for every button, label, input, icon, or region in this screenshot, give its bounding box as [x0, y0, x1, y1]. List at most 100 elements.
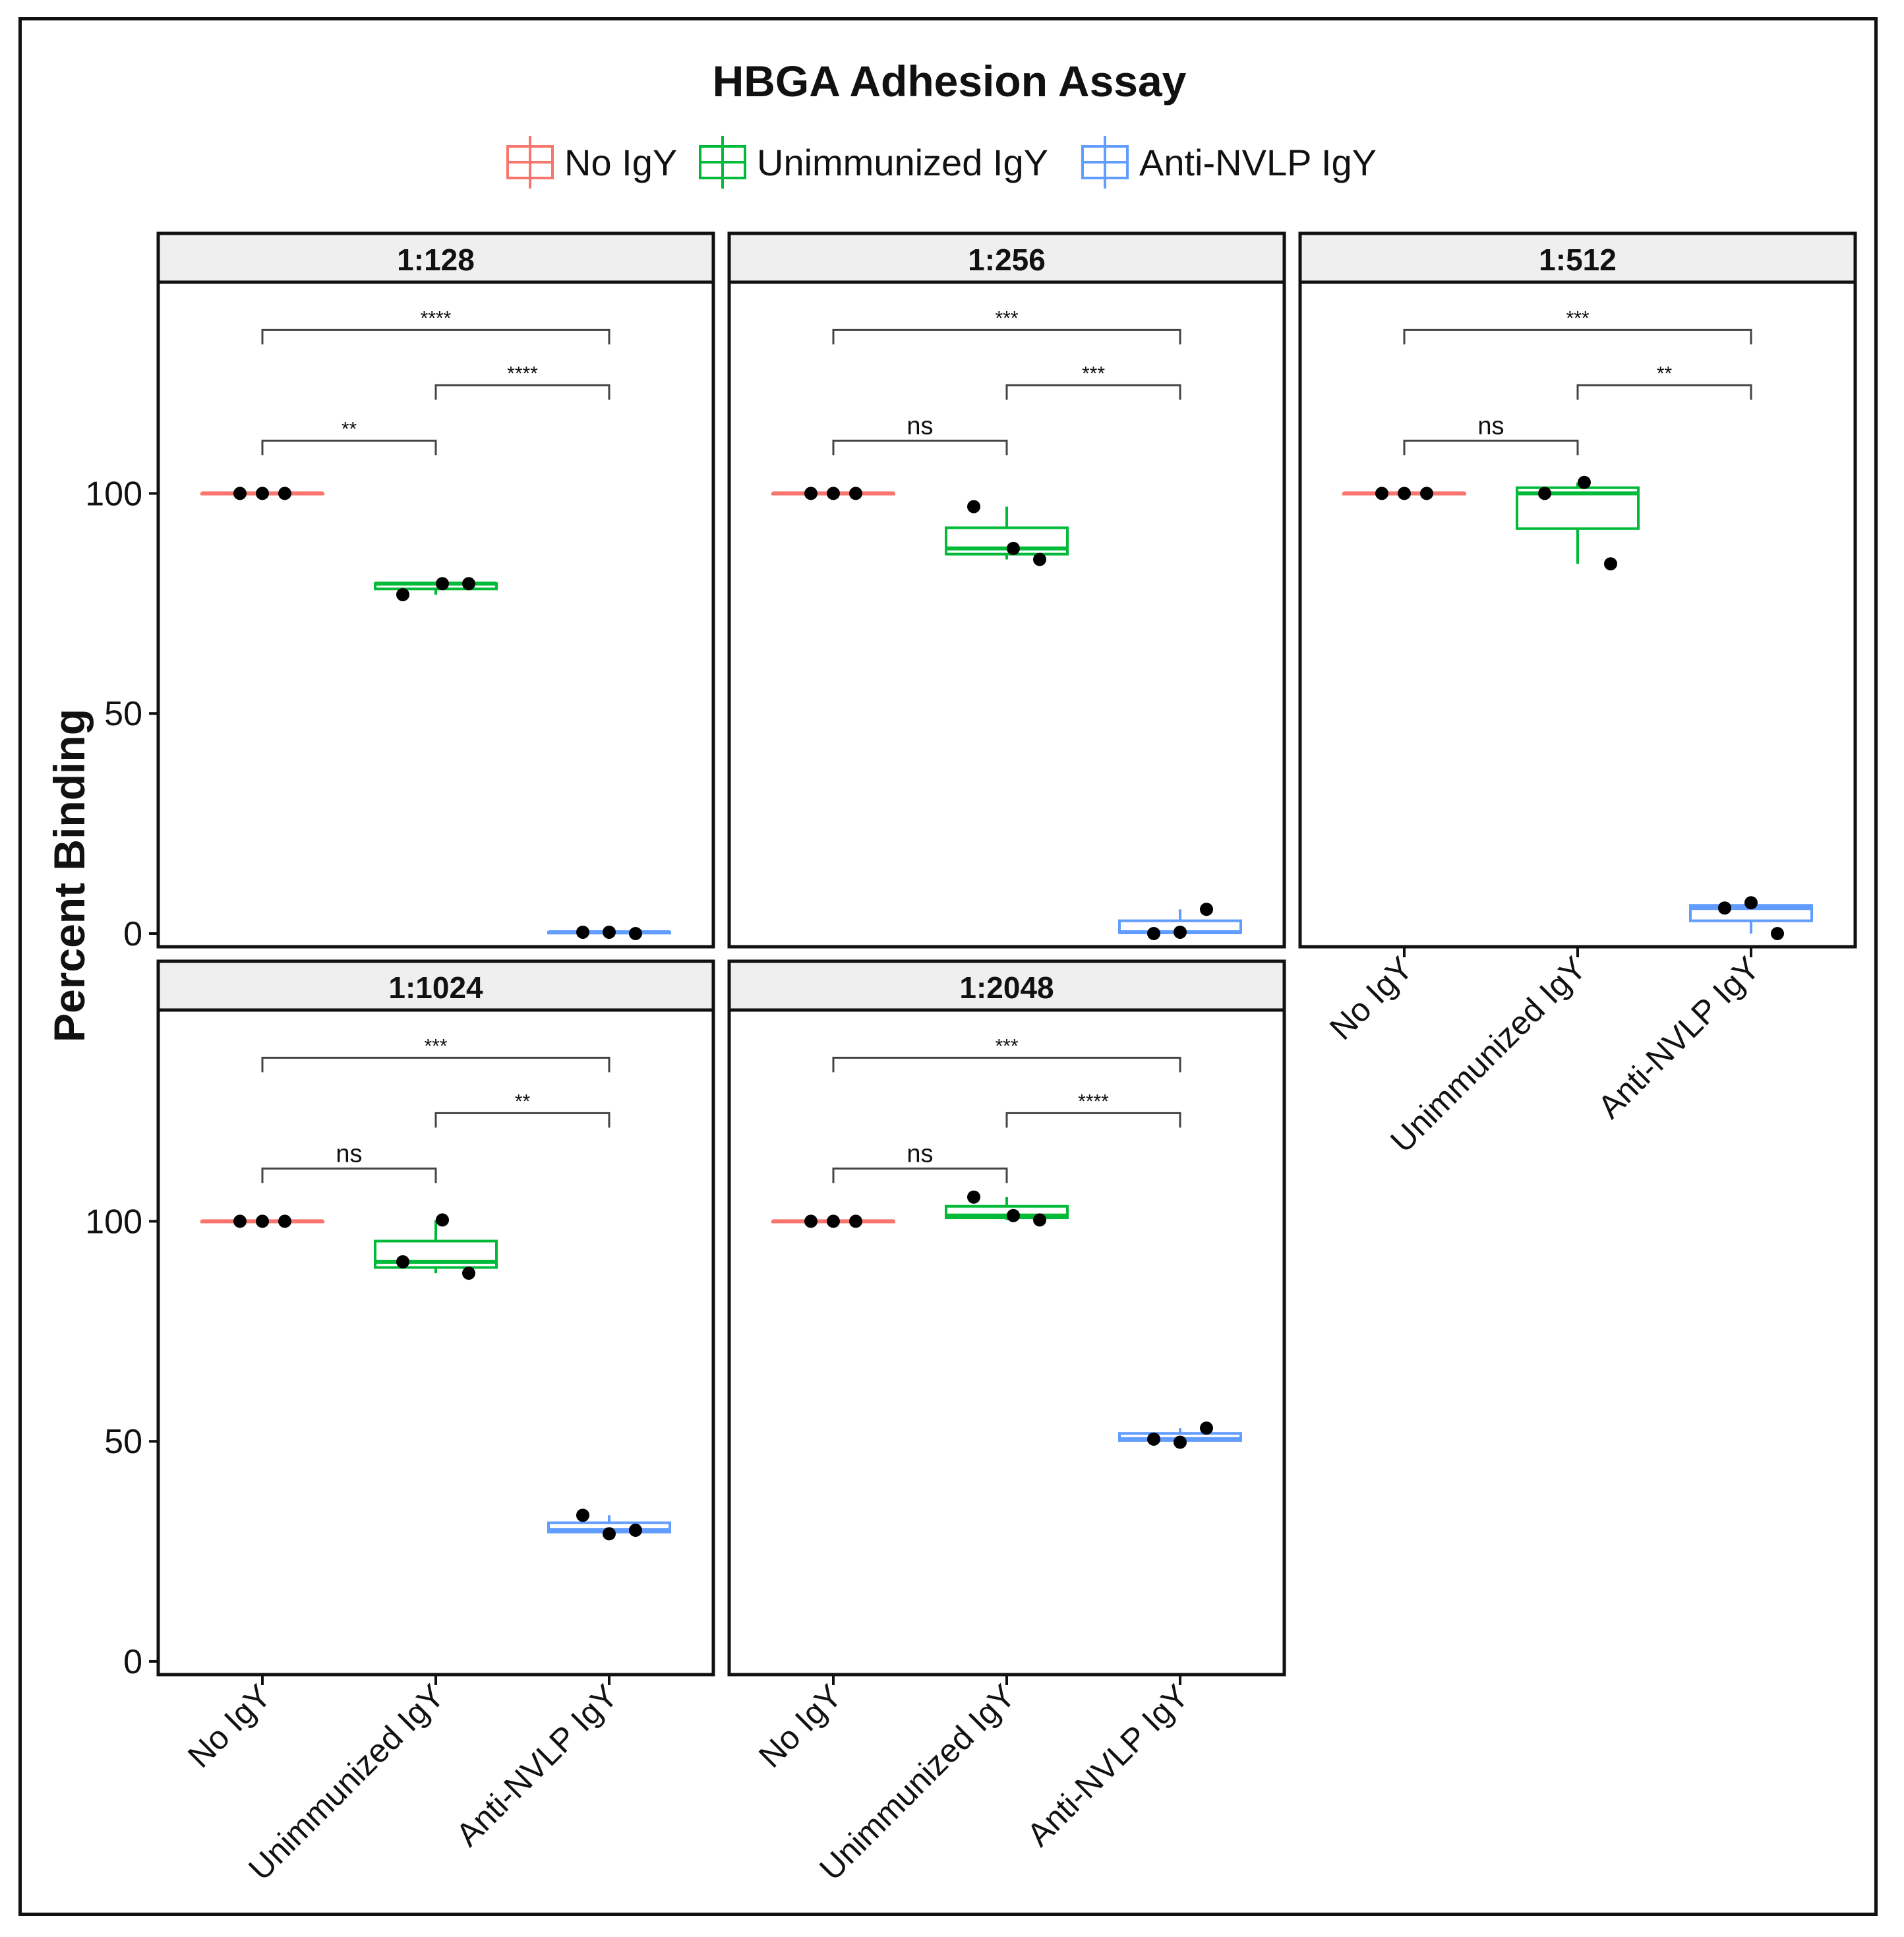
data-point [1033, 552, 1046, 566]
y-tick-label: 100 [85, 475, 142, 513]
bracket-line [434, 1112, 610, 1128]
data-point [462, 577, 475, 591]
box-0 [200, 487, 324, 500]
significance-bracket: *** [832, 307, 1181, 345]
legend-item: Unimmunized IgY [699, 136, 1048, 189]
bracket-line [1403, 328, 1752, 345]
bracket-line [832, 1167, 1008, 1183]
y-axis-label: Percent Binding [45, 709, 94, 1042]
significance-label: *** [995, 307, 1018, 329]
data-point [1007, 1208, 1020, 1222]
data-point [278, 487, 291, 500]
box-0 [771, 1214, 895, 1228]
data-point [629, 926, 642, 940]
significance-bracket: *** [1005, 363, 1181, 400]
bracket-line [261, 1056, 610, 1073]
plot-area [727, 280, 1286, 949]
significance-label: **** [421, 307, 452, 329]
significance-label: ns [907, 412, 933, 440]
bracket-line [1403, 439, 1579, 456]
x-tick-label: Anti-NVLP IgY [449, 1677, 625, 1853]
data-point [1604, 557, 1617, 571]
data-point [576, 1508, 589, 1522]
bracket-line [1005, 1112, 1181, 1128]
data-point [1033, 1213, 1046, 1227]
significance-bracket: ns [832, 412, 1008, 456]
data-point [1538, 487, 1551, 500]
significance-label: ** [342, 418, 357, 440]
data-point [396, 587, 409, 601]
data-point [1744, 896, 1758, 910]
plot-area [156, 280, 715, 949]
significance-bracket: **** [261, 307, 610, 345]
figure-frame [18, 17, 1878, 1916]
legend-item: No IgY [506, 136, 677, 189]
significance-label: ** [515, 1090, 531, 1112]
facet-strip-label: 1:128 [397, 243, 475, 277]
facet-strip-label: 1:1024 [388, 970, 483, 1005]
data-point [1200, 903, 1213, 916]
box-0 [1342, 487, 1466, 500]
data-point [629, 1524, 642, 1537]
facet-strip [156, 231, 715, 284]
data-point [967, 500, 980, 514]
significance-bracket: ** [1576, 363, 1752, 400]
significance-label: *** [1082, 363, 1105, 384]
data-point [1174, 925, 1187, 939]
box-2 [1118, 903, 1242, 940]
x-tick-label: No IgY [181, 1677, 278, 1775]
significance-bracket: ns [1403, 412, 1579, 456]
box-2 [547, 925, 671, 940]
box-1 [374, 1213, 498, 1280]
significance-bracket: **** [1005, 1090, 1181, 1128]
x-tick-label: Unimmunized IgY [1383, 949, 1593, 1160]
box-0 [200, 1214, 324, 1228]
data-point [1200, 1421, 1213, 1435]
legend-item: Anti-NVLP IgY [1081, 136, 1377, 189]
plot-area [156, 1008, 715, 1677]
bracket-line [261, 439, 437, 456]
facet-strip [156, 959, 715, 1012]
data-point [1420, 487, 1433, 500]
y-tick-label: 0 [123, 915, 142, 953]
significance-bracket: **** [434, 363, 610, 400]
significance-label: ns [336, 1140, 362, 1168]
bracket-line [261, 1167, 437, 1183]
facet-panel: 1:256 ns *** *** [727, 231, 1286, 949]
significance-bracket: ns [261, 1140, 437, 1183]
data-point [462, 1266, 475, 1280]
bracket-line [832, 1056, 1181, 1073]
data-point [1375, 487, 1388, 500]
x-tick-label: No IgY [752, 1677, 849, 1775]
significance-bracket: ns [832, 1140, 1008, 1183]
data-point [603, 925, 616, 939]
box-1 [374, 577, 498, 601]
significance-label: *** [424, 1035, 447, 1057]
significance-bracket: ** [261, 418, 437, 456]
facet-panels: 1:128050100**********1:256ns******1:512n… [85, 231, 1857, 1888]
data-point [1007, 541, 1020, 555]
data-point [827, 1214, 840, 1228]
data-point [967, 1190, 980, 1204]
data-point [849, 1214, 862, 1228]
data-point [278, 1214, 291, 1228]
legend: No IgY Unimmunized IgY Anti-NVLP IgY [506, 136, 1377, 189]
data-point [396, 1255, 409, 1268]
plot-area [727, 1008, 1286, 1677]
bracket-line [261, 328, 610, 345]
facet-strip [727, 959, 1286, 1012]
data-point [1147, 926, 1160, 940]
significance-bracket: *** [261, 1035, 610, 1073]
box-0 [771, 487, 895, 500]
facet-strip-label: 1:512 [1539, 243, 1617, 277]
legend-label: Unimmunized IgY [757, 142, 1048, 183]
data-point [1771, 926, 1784, 940]
chart-title: HBGA Adhesion Assay [713, 57, 1187, 105]
bracket-line [1005, 384, 1181, 400]
data-point [576, 925, 589, 939]
